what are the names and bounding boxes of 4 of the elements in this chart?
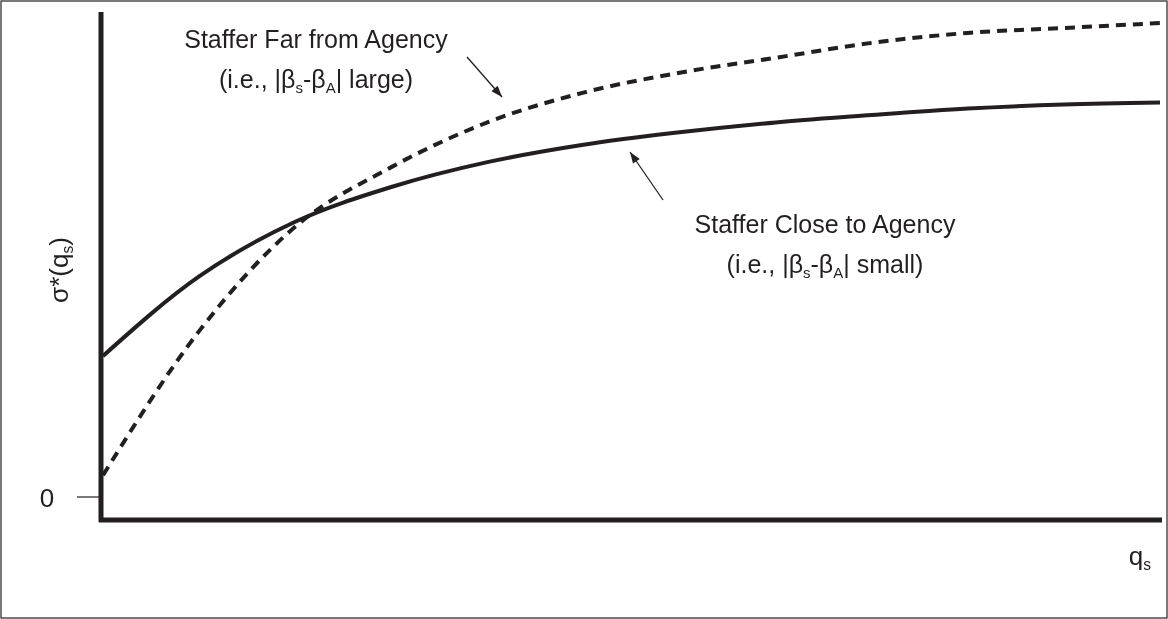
annotation: Staffer Far from Agency (i.e., |β$_{s}$-β$_{A}$| large) bbox=[184, 25, 449, 96]
annotation: Staffer Close to Agency (i.e., |β$_{s}$-β$_{A}$| small) bbox=[694, 210, 956, 281]
text: 0 bbox=[39, 483, 55, 513]
x-axis-title: q$_{s}$ bbox=[1128, 541, 1152, 573]
